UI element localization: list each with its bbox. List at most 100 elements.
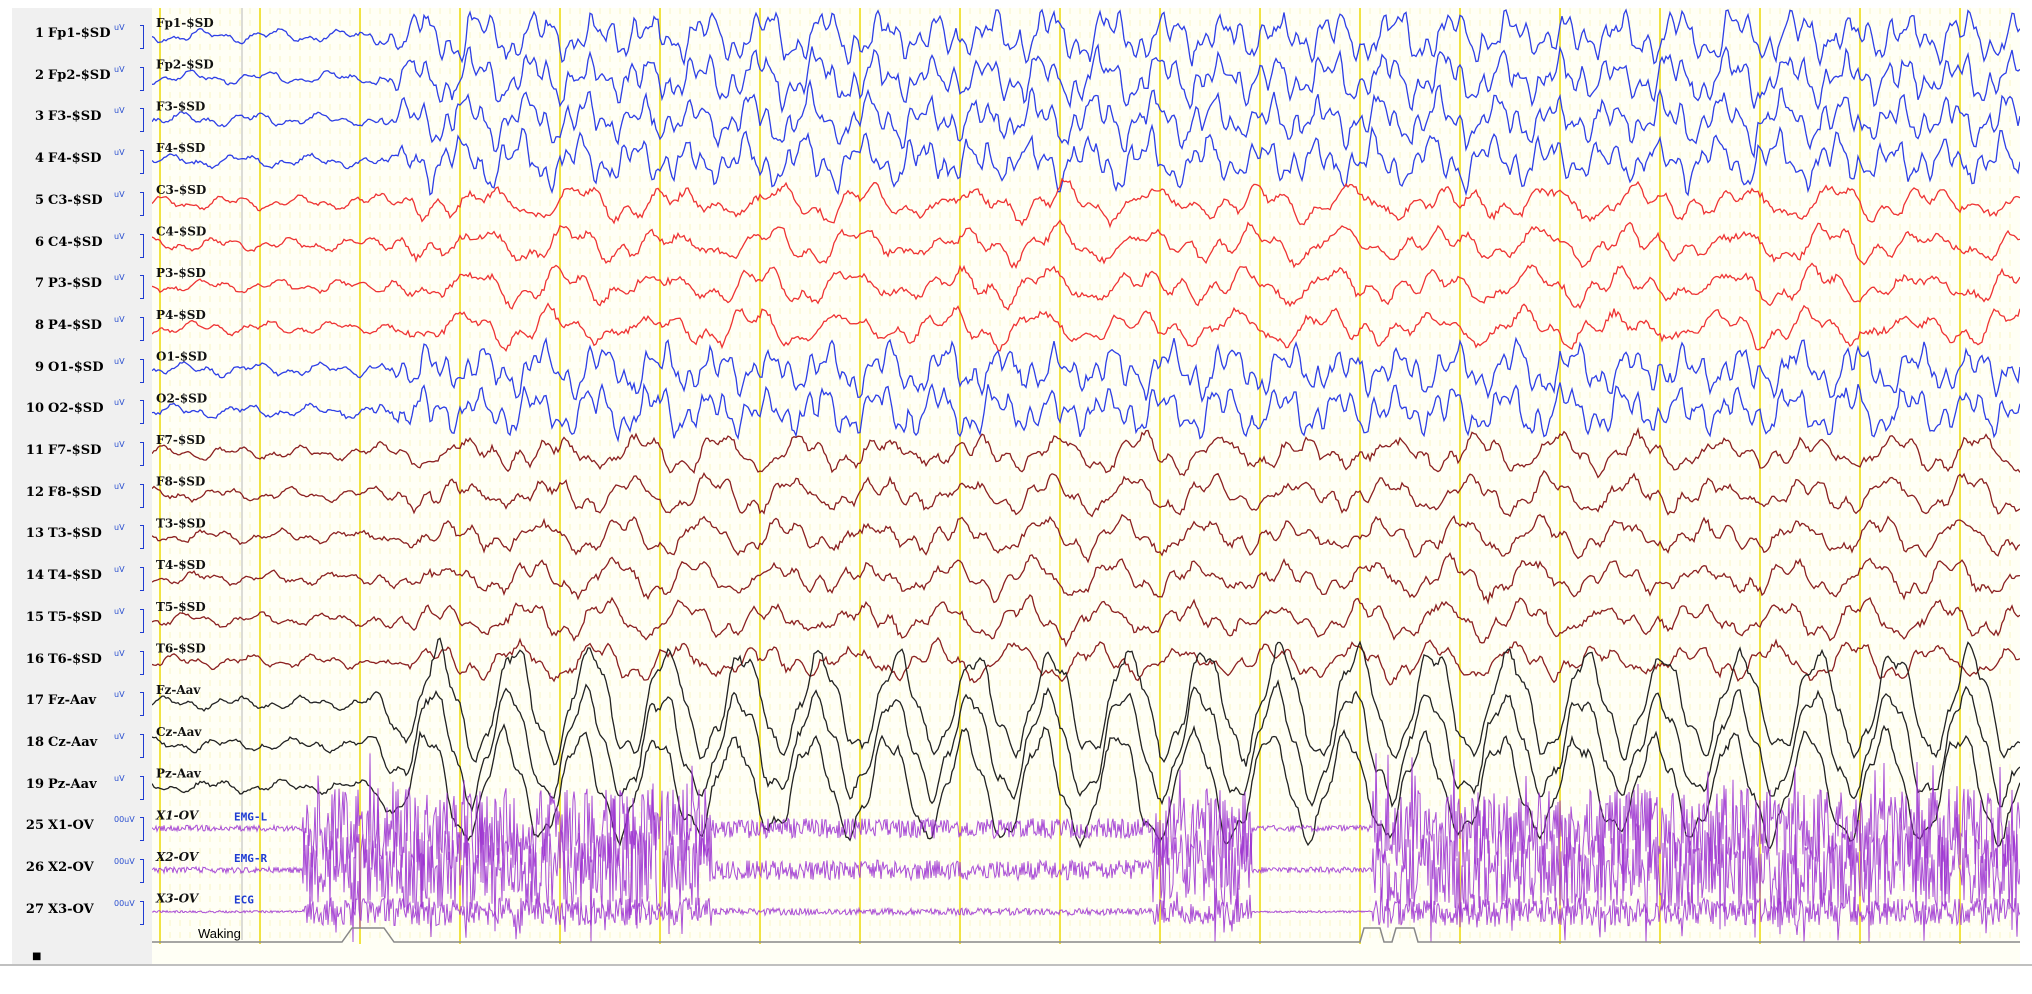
channel-number: 16 [25, 651, 44, 667]
scale-bracket-icon [140, 150, 144, 175]
channel-row[interactable]: 12 F8-$SD uV [12, 481, 152, 508]
channel-label: Fp1-$SD [48, 26, 111, 41]
scale-bracket-icon [140, 525, 144, 550]
channel-row[interactable]: 15 T5-$SD uV [12, 606, 152, 633]
channel-label: T4-$SD [48, 568, 102, 584]
eeg-trace [152, 219, 2020, 270]
footer-marker-icon: ■ [32, 951, 42, 962]
channel-row[interactable]: 11 F7-$SD uV [12, 439, 152, 466]
sensitivity-value: uV [114, 481, 125, 491]
trace-label: O2-$SD [156, 391, 207, 405]
channel-row[interactable]: 10 O2-$SD uV [12, 397, 152, 425]
eeg-trace [152, 594, 2020, 648]
event-annotation-line [152, 927, 2020, 943]
scale-bracket-icon [140, 567, 144, 592]
channel-row[interactable]: 13 T3-$SD uV [12, 522, 152, 550]
eeg-trace [152, 302, 2020, 353]
sensitivity-value: uV [114, 606, 125, 616]
channel-row[interactable]: 26 X2-OV 00uV [12, 856, 152, 883]
trace-label: Fz-Aav [156, 683, 201, 697]
channel-label: Fp2-$SD [48, 67, 111, 83]
channel-row[interactable]: 27 X3-OV 00uV [12, 898, 152, 925]
channel-number: 25 [25, 818, 44, 834]
channel-row[interactable]: 1 Fp1-$SD uV [12, 22, 152, 49]
sensitivity-value: uV [114, 64, 125, 74]
scale-bracket-icon [140, 275, 144, 300]
eeg-trace [152, 783, 2020, 943]
trace-label: F4-$SD [156, 141, 205, 155]
scale-bracket-icon [140, 733, 144, 758]
scale-bracket-icon [140, 608, 144, 633]
sensitivity-value: uV [114, 773, 125, 783]
trace-label: X2-OV [155, 850, 200, 864]
eeg-trace [152, 636, 2020, 686]
channel-label: F4-$SD [48, 151, 102, 167]
eeg-trace [152, 123, 2020, 197]
scale-bracket-icon [140, 25, 144, 49]
channel-number: 18 [25, 734, 44, 750]
channel-row[interactable]: 3 F3-$SD uV [12, 105, 152, 133]
aux-label: EMG-L [234, 810, 267, 823]
channel-row[interactable]: 17 Fz-Aav uV [12, 689, 152, 717]
eeg-trace [152, 382, 2020, 443]
channel-row[interactable]: 18 Cz-Aav uV [12, 731, 152, 758]
channel-label: Fz-Aav [48, 693, 97, 709]
channel-number: 8 [34, 317, 44, 333]
eeg-trace [152, 177, 2020, 229]
trace-label: P3-$SD [156, 266, 206, 280]
eeg-trace [152, 426, 2020, 479]
channel-number: 11 [25, 443, 44, 458]
channel-row[interactable]: 14 T4-$SD uV [12, 564, 152, 592]
eeg-trace-canvas[interactable]: Fp1-$SD Fp2-$SD F3-$SD F4-$SD C3-$SD C4-$SD P3… [152, 8, 2020, 964]
sensitivity-value: uV [114, 690, 125, 700]
trace-label: C3-$SD [156, 183, 206, 197]
channel-number: 15 [25, 609, 44, 625]
sensitivity-value: uV [114, 273, 125, 283]
channel-number: 14 [25, 568, 44, 584]
scale-bracket-icon [140, 233, 144, 258]
channel-number: 4 [34, 151, 44, 167]
channel-row[interactable]: 2 Fp2-$SD uV [12, 64, 152, 91]
channel-row[interactable]: 7 P3-$SD uV [12, 272, 152, 300]
channel-row[interactable]: 19 Pz-Aav uV [12, 773, 152, 800]
aux-label: ECG [234, 894, 254, 907]
eeg-trace [152, 43, 2020, 114]
channel-label: F8-$SD [48, 484, 102, 500]
channel-number: 27 [25, 901, 44, 917]
channel-number: 5 [34, 192, 44, 208]
trace-label: F8-$SD [156, 475, 205, 489]
scale-bracket-icon [140, 358, 144, 383]
scale-bracket-icon [140, 316, 144, 341]
aux-label: EMG-R [234, 852, 267, 865]
eeg-trace [152, 679, 2020, 813]
channel-number: 1 [34, 26, 44, 41]
channel-number: 7 [34, 276, 44, 292]
sensitivity-value: uV [114, 314, 125, 324]
trace-label: X1-OV [155, 808, 200, 822]
channel-label: O2-$SD [48, 401, 104, 417]
channel-row[interactable]: 9 O1-$SD uV [12, 356, 152, 383]
channel-row[interactable]: 6 C4-$SD uV [12, 231, 152, 258]
window-bottom-border [0, 964, 2032, 966]
channel-label-panel: 1 Fp1-$SD uV 2 Fp2-$SD uV 3 F3-$SD uV 4 F4-$SD uV 5 C… [12, 8, 153, 964]
scale-bracket-icon [140, 442, 144, 466]
channel-row[interactable]: 25 X1-OV 00uV [12, 814, 152, 842]
eeg-trace [152, 8, 2020, 68]
trace-label: T4-$SD [156, 558, 206, 572]
sensitivity-value: uV [114, 523, 125, 533]
channel-row[interactable]: 8 P4-$SD uV [12, 314, 152, 341]
scale-bracket-icon [140, 400, 144, 425]
sensitivity-value: uV [114, 731, 125, 741]
trace-label: X3-OV [155, 892, 200, 906]
channel-row[interactable]: 16 T6-$SD uV [12, 648, 152, 675]
eeg-trace-area[interactable]: Fp1-$SD Fp2-$SD F3-$SD F4-$SD C3-$SD C4-$SD P3… [152, 8, 2020, 964]
channel-label: C3-$SD [48, 192, 103, 208]
channel-label: X1-OV [48, 818, 94, 834]
channel-row[interactable]: 5 C3-$SD uV [12, 189, 152, 216]
channel-label: T3-$SD [48, 526, 102, 542]
channel-label: Cz-Aav [48, 734, 98, 750]
sensitivity-value: uV [114, 23, 125, 32]
channel-row[interactable]: 4 F4-$SD uV [12, 147, 152, 175]
trace-label: O1-$SD [156, 350, 207, 364]
